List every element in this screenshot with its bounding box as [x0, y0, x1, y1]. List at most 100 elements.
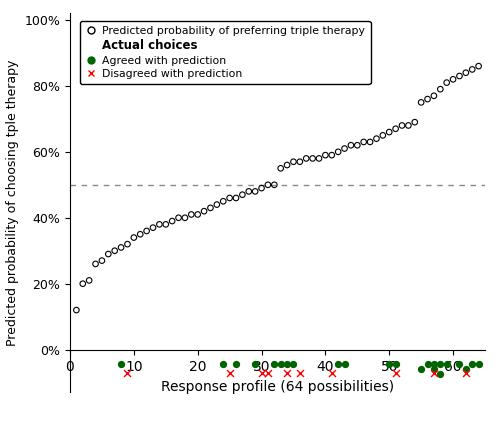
Point [245, 188, 253, 195]
Point [136, 231, 144, 238]
Point [174, 214, 182, 221]
Point [424, 95, 432, 103]
Point [430, 361, 438, 368]
Point [219, 198, 227, 205]
Point [436, 86, 444, 93]
Point [124, 369, 132, 376]
Point [283, 161, 291, 169]
Point [392, 369, 400, 376]
Point [264, 369, 272, 376]
Point [379, 132, 387, 139]
Point [366, 138, 374, 145]
Point [308, 155, 316, 162]
Point [92, 260, 100, 268]
Point [251, 361, 259, 368]
X-axis label: Response profile (64 possibilities): Response profile (64 possibilities) [161, 380, 394, 394]
Point [430, 369, 438, 376]
Point [474, 361, 482, 368]
Point [130, 234, 138, 241]
Point [194, 211, 202, 218]
Point [283, 361, 291, 368]
Point [302, 155, 310, 162]
Point [270, 181, 278, 188]
Point [385, 361, 393, 368]
Point [117, 244, 125, 251]
Point [206, 204, 214, 211]
Point [442, 79, 450, 86]
Point [456, 361, 464, 368]
Point [474, 62, 482, 70]
Point [340, 145, 348, 152]
Point [334, 361, 342, 368]
Point [188, 211, 196, 218]
Point [462, 69, 470, 76]
Point [354, 142, 362, 149]
Point [264, 181, 272, 188]
Point [417, 99, 425, 106]
Point [290, 158, 298, 165]
Point [340, 361, 348, 368]
Point [117, 361, 125, 368]
Point [276, 165, 284, 172]
Point [232, 361, 240, 368]
Point [283, 369, 291, 376]
Legend: Predicted probability of preferring triple therapy, Actual choices, Agreed with : Predicted probability of preferring trip… [80, 21, 370, 84]
Point [149, 224, 157, 231]
Point [385, 128, 393, 136]
Point [372, 135, 380, 142]
Point [392, 125, 400, 132]
Point [181, 214, 189, 221]
Point [468, 66, 476, 73]
Point [226, 194, 234, 202]
Point [411, 119, 419, 126]
Point [162, 221, 170, 228]
Point [347, 142, 355, 149]
Point [398, 122, 406, 129]
Point [142, 227, 150, 235]
Point [436, 361, 444, 368]
Point [110, 247, 118, 254]
Point [258, 185, 266, 192]
Point [296, 369, 304, 376]
Point [232, 194, 240, 202]
Point [322, 152, 330, 159]
Point [430, 92, 438, 99]
Point [226, 369, 234, 376]
Point [251, 188, 259, 195]
Point [430, 366, 438, 373]
Y-axis label: Predicted probability of choosing tple therapy: Predicted probability of choosing tple t… [6, 60, 19, 346]
Point [328, 369, 336, 376]
Point [72, 306, 80, 314]
Point [456, 72, 464, 79]
Point [315, 155, 323, 162]
Point [424, 361, 432, 368]
Point [404, 122, 412, 129]
Point [417, 366, 425, 373]
Point [296, 158, 304, 165]
Point [200, 207, 208, 215]
Point [258, 369, 266, 376]
Point [79, 280, 87, 287]
Point [328, 152, 336, 159]
Point [98, 257, 106, 264]
Point [219, 361, 227, 368]
Point [334, 148, 342, 155]
Point [276, 361, 284, 368]
Point [156, 221, 164, 228]
Point [468, 361, 476, 368]
Point [442, 361, 450, 368]
Point [462, 366, 470, 373]
Point [213, 201, 221, 208]
Point [238, 191, 246, 198]
Point [436, 371, 444, 378]
Point [449, 76, 457, 83]
Point [168, 218, 176, 225]
Point [360, 138, 368, 145]
Point [462, 369, 470, 376]
Point [124, 240, 132, 248]
Point [290, 361, 298, 368]
Point [85, 277, 93, 284]
Point [104, 251, 112, 258]
Point [392, 361, 400, 368]
Point [270, 361, 278, 368]
